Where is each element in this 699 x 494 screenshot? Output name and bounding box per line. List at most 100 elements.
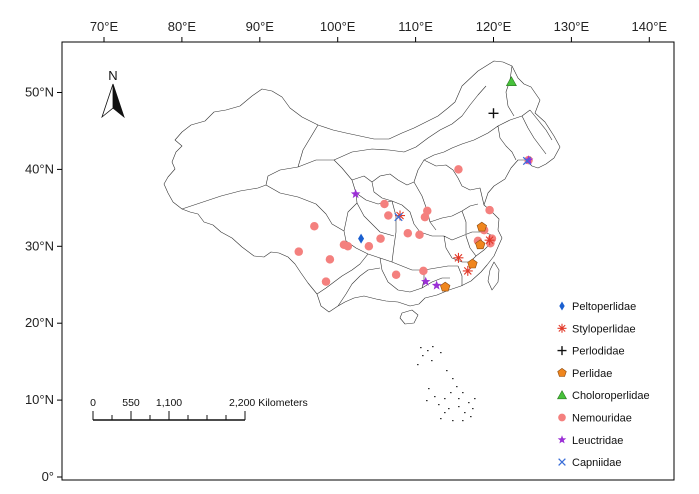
perlidae-marker — [475, 239, 486, 250]
nemouridae-marker — [343, 242, 353, 251]
nemouridae-marker — [485, 205, 494, 215]
province-boundaries-west — [181, 124, 358, 242]
island-dot — [444, 398, 446, 400]
x-tick-label: 100°E — [320, 19, 356, 34]
x-tick-label: 140°E — [632, 19, 668, 34]
island-dot — [462, 420, 464, 422]
legend-leuctridae-icon — [557, 435, 567, 444]
island-dot — [431, 360, 433, 362]
perlidae-marker — [440, 281, 451, 292]
legend-peltoperlidae-icon — [559, 301, 565, 311]
legend-perlodidae-icon — [557, 346, 567, 356]
province-boundaries-north — [333, 85, 487, 206]
x-tick-label: 130°E — [554, 19, 590, 34]
styloperlidae-marker — [462, 265, 473, 276]
longitude-axis: 70°E 80°E 90°E 100°E 110°E 120°E 130°E 140°E — [90, 19, 668, 42]
legend-label: Perlodidae — [572, 346, 625, 358]
island-dot — [474, 398, 476, 400]
x-tick-label: 120°E — [476, 19, 512, 34]
island-dot — [426, 400, 428, 402]
north-arrow-label: N — [108, 68, 117, 83]
legend: Peltoperlidae Styloperlidae Perlodidae Perl… — [556, 301, 650, 469]
taiwan-island — [487, 261, 500, 291]
nemouridae-marker — [380, 199, 389, 209]
nemouridae-marker — [310, 222, 319, 231]
legend-label: Perlidae — [572, 368, 612, 380]
nemouridae-marker — [325, 255, 335, 264]
island-dot — [468, 402, 470, 404]
leuctridae-marker — [350, 189, 361, 199]
island-dot — [434, 396, 436, 398]
island-dot — [428, 388, 430, 390]
island-dot — [452, 378, 454, 380]
leuctridae-marker — [421, 276, 431, 286]
scale-label: 1,100 — [156, 397, 182, 409]
nemouridae-marker — [364, 242, 374, 251]
y-tick-label: 40°N — [25, 161, 54, 176]
scale-bar: 0 550 1,100 2,200 Kilometers — [90, 397, 308, 421]
y-tick-label: 0° — [42, 469, 54, 484]
legend-styloperlidae-icon — [557, 323, 567, 333]
island-dot — [432, 346, 434, 348]
leuctridae-marker — [431, 280, 442, 290]
occurrence-markers — [294, 76, 534, 292]
island-dot — [420, 347, 422, 349]
island-dot — [462, 392, 464, 394]
y-tick-label: 10°N — [25, 392, 54, 407]
scale-label: 0 — [90, 397, 96, 409]
x-tick-label: 90°E — [246, 19, 275, 34]
nemouridae-marker — [391, 270, 401, 280]
nemouridae-marker — [454, 165, 463, 174]
island-dot — [458, 406, 460, 408]
island-dot — [458, 398, 460, 400]
island-dot — [440, 418, 442, 420]
legend-perlidae-icon — [557, 368, 567, 377]
scale-label: 2,200 Kilometers — [229, 397, 308, 409]
styloperlidae-marker — [453, 252, 464, 263]
x-tick-label: 70°E — [90, 19, 119, 34]
legend-capniidae-icon — [558, 458, 566, 466]
nemouridae-marker — [419, 266, 428, 276]
nemouridae-marker — [294, 247, 303, 256]
latitude-axis: 50°N 40°N 30°N 20°N 10°N 0° — [25, 85, 62, 484]
nemouridae-marker — [403, 228, 413, 238]
nemouridae-marker — [384, 211, 393, 220]
island-dot — [456, 386, 458, 388]
north-arrow: N — [101, 68, 125, 119]
perlidae-marker — [467, 258, 478, 269]
y-tick-label: 30°N — [25, 238, 54, 253]
island-dot — [472, 408, 474, 410]
island-dot — [464, 412, 466, 414]
island-dot — [450, 392, 452, 394]
island-dot — [470, 416, 472, 418]
hainan-island — [399, 309, 419, 325]
perlodidae-marker — [488, 108, 499, 119]
nemouridae-marker — [420, 212, 430, 222]
map-frame — [61, 41, 675, 481]
island-dot — [427, 350, 429, 352]
china-provinces — [163, 60, 561, 325]
peltoperlidae-marker — [358, 233, 365, 244]
styloperlidae-marker — [484, 235, 495, 246]
capniidae-marker — [394, 212, 403, 222]
island-dot — [417, 364, 419, 366]
legend-choloroperlidae-icon — [556, 390, 568, 400]
choloroperlidae-marker — [505, 76, 517, 87]
south-china-sea-islands — [417, 346, 476, 422]
x-tick-label: 110°E — [398, 19, 433, 34]
island-dot — [448, 408, 450, 410]
island-dot — [452, 420, 454, 422]
legend-label: Leuctridae — [572, 435, 623, 447]
north-arrow-outline-icon — [101, 83, 114, 119]
legend-label: Styloperlidae — [572, 323, 636, 335]
province-boundaries-central — [316, 65, 553, 307]
y-tick-label: 20°N — [25, 315, 54, 330]
x-tick-label: 80°E — [168, 19, 197, 34]
nemouridae-marker — [376, 234, 385, 243]
capniidae-marker — [522, 156, 532, 166]
nemouridae-marker — [321, 277, 331, 286]
nemouridae-marker — [415, 230, 424, 240]
legend-label: Choloroperlidae — [572, 390, 650, 402]
scale-label: 550 — [122, 397, 140, 409]
